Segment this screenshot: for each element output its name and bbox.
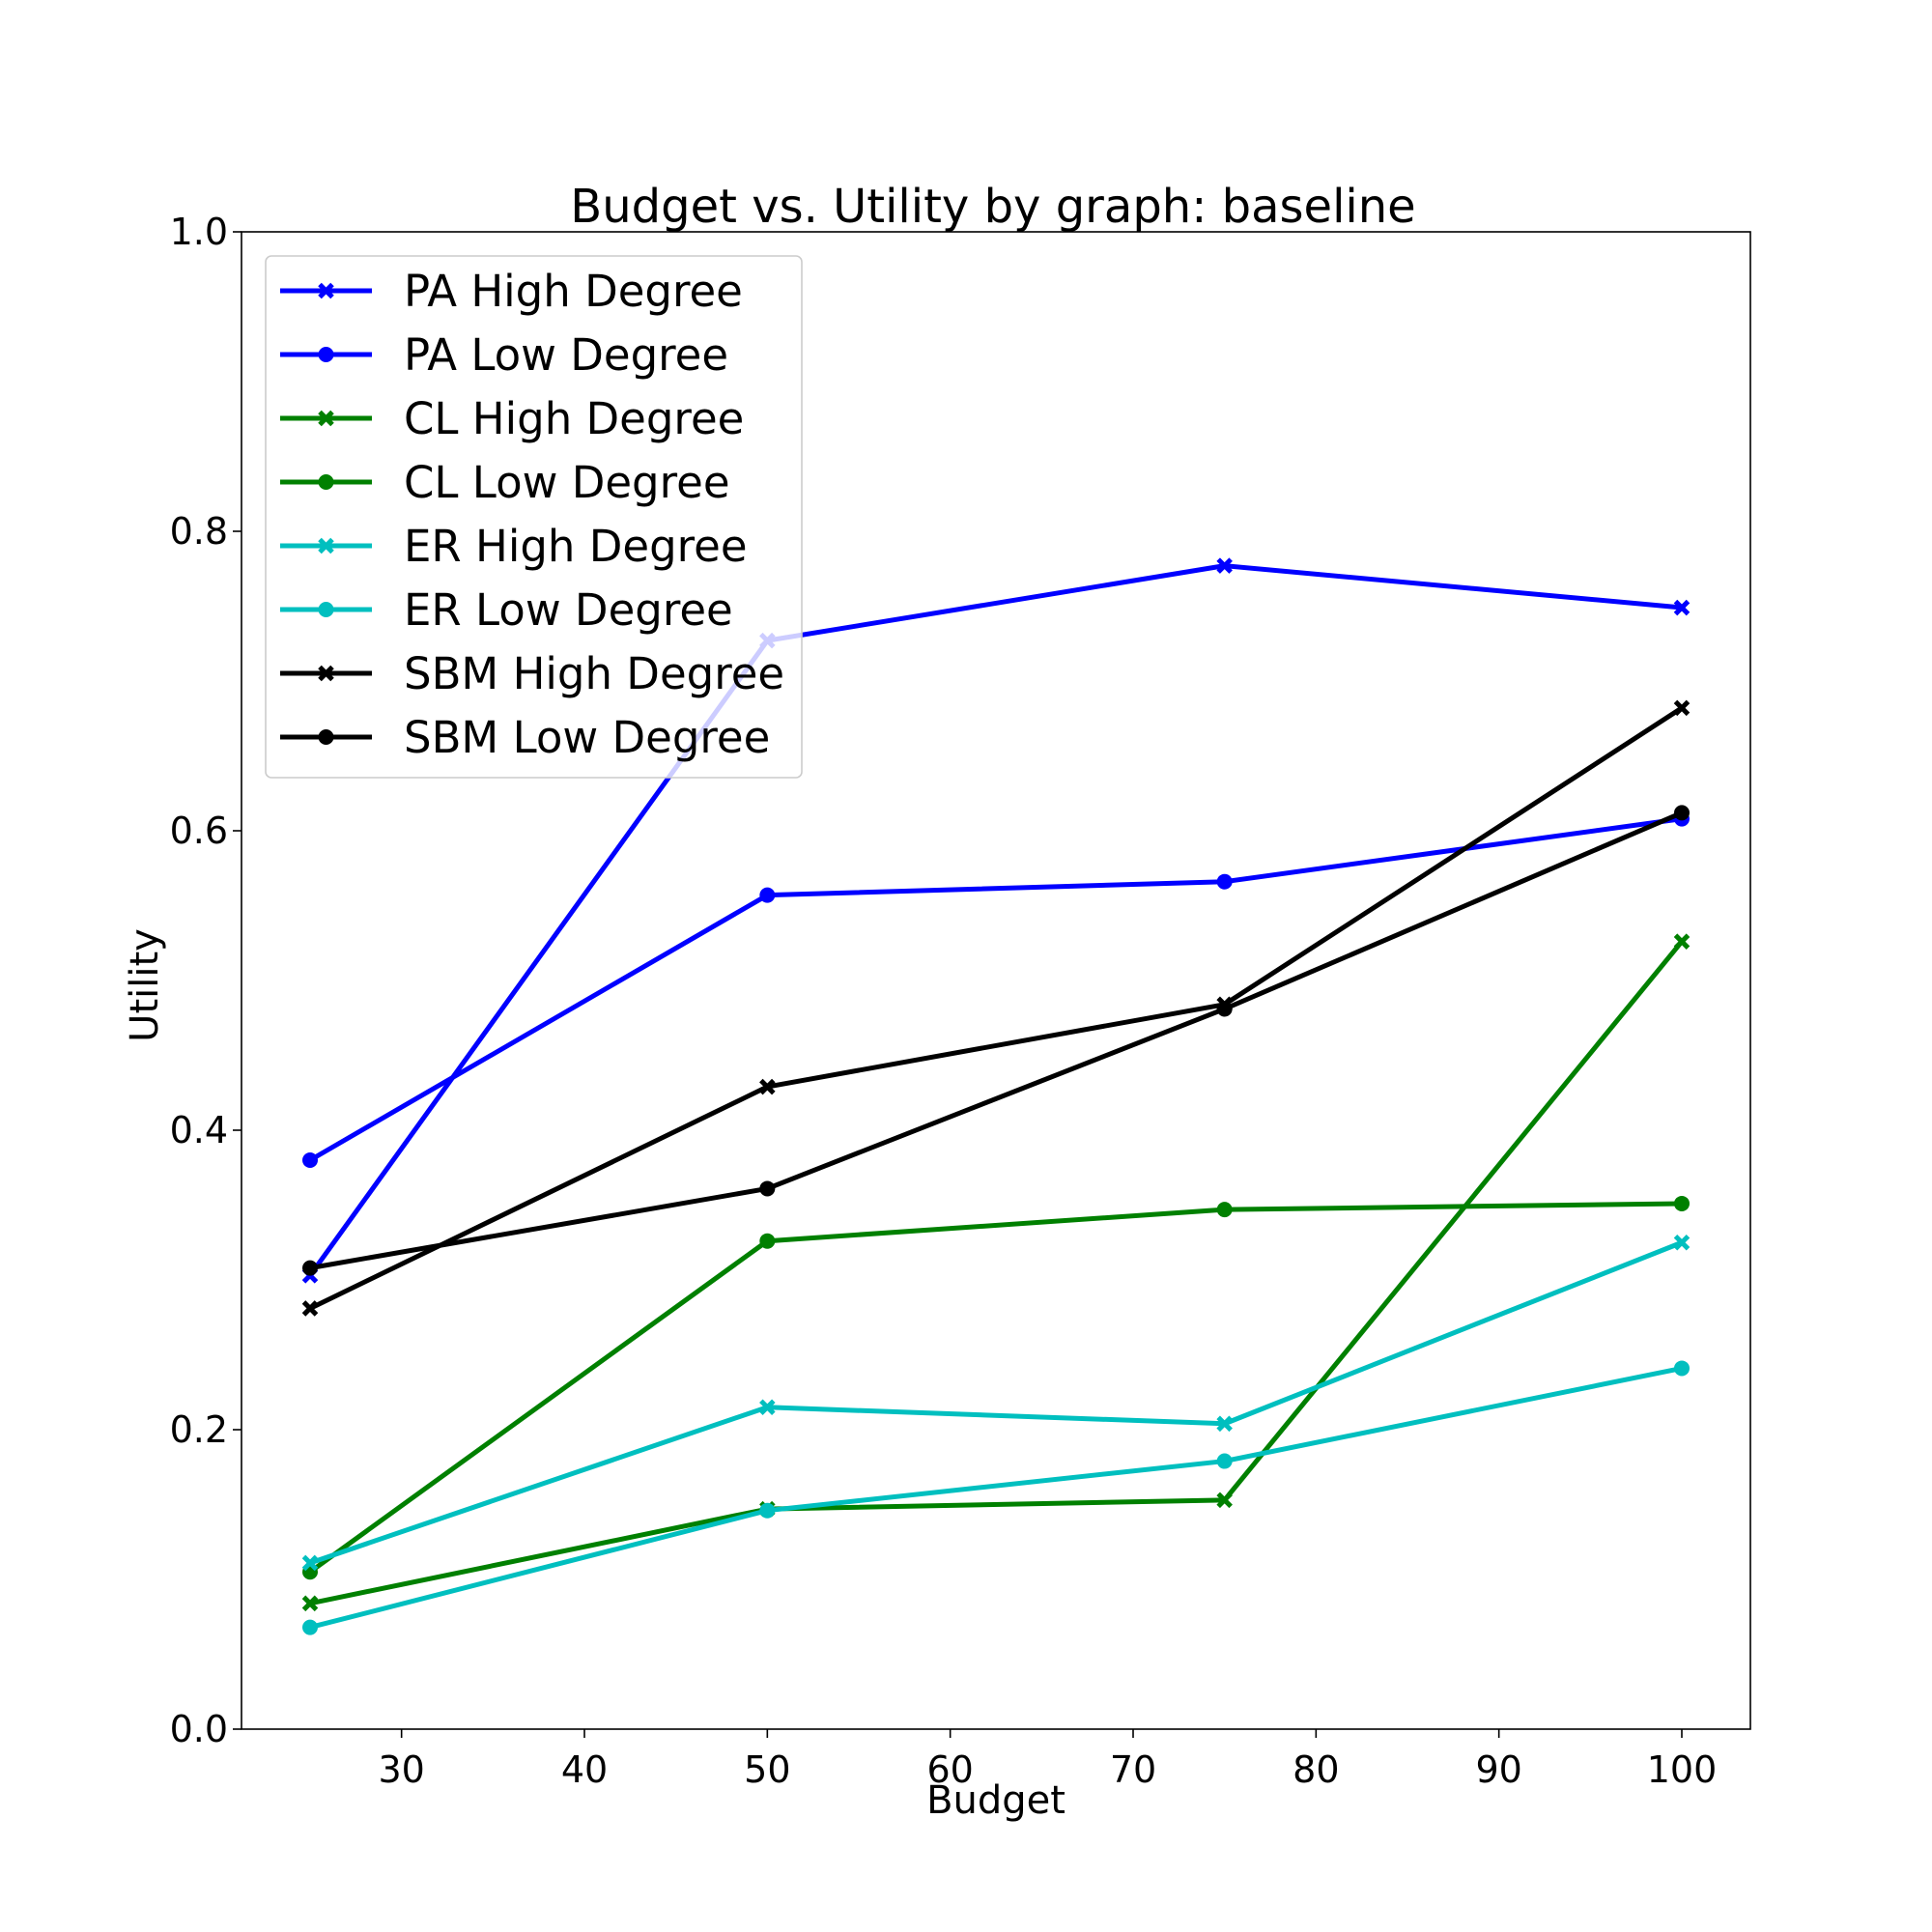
series-layer [301,557,1690,1635]
series-line-pa-high-degree [307,563,1683,1277]
series-line-er-low-degree [309,1365,1683,1631]
data-point-er-high-degree-100 [1673,1234,1690,1251]
data-point-sbm-low-degree-25 [302,1260,318,1276]
legend-label-pa-low-degree: PA Low Degree [404,329,728,381]
data-point-sbm-high-degree-50 [759,1078,776,1095]
x-tick-label-100: 100 [1647,1748,1718,1791]
data-point-cl-low-degree-50 [759,1233,776,1249]
legend-box [265,255,803,779]
series-line-cl-high-degree [309,940,1684,1606]
plot-frame [241,231,1751,1730]
y-axis: 0.0 0.2 0.4 0.6 0.8 1.0 [170,211,242,1750]
legend-marker-cl-low-degree [318,474,334,490]
data-point-er-low-degree-75 [1216,1453,1233,1469]
legend-label-cl-low-degree: CL Low Degree [404,457,730,508]
x-tick-label-40: 40 [561,1748,608,1791]
data-point-er-low-degree-25 [302,1619,318,1635]
legend-item-pa-high-degree: PA High Degree [280,266,743,317]
legend-label-sbm-high-degree: SBM High Degree [404,648,784,699]
data-point-cl-low-degree-100 [1674,1195,1690,1211]
legend-marker-er-high-degree [318,537,334,554]
legend-item-sbm-high-degree: SBM High Degree [280,648,784,699]
data-point-er-high-degree-75 [1216,1415,1233,1433]
x-axis: 30 40 50 60 70 80 90 100 [378,1729,1717,1791]
y-tick-label-3: 0.6 [170,810,228,852]
data-point-sbm-low-degree-50 [759,1180,776,1197]
legend-label-er-high-degree: ER High Degree [404,521,748,572]
series-er-low-degree [302,1360,1690,1635]
data-point-er-low-degree-50 [759,1502,776,1519]
legend-item-cl-high-degree: CL High Degree [280,393,744,444]
data-point-er-low-degree-100 [1674,1360,1690,1377]
y-tick-label-1: 0.2 [170,1408,228,1451]
legend-marker-er-low-degree [318,602,334,617]
x-tick-label-70: 70 [1110,1748,1156,1791]
data-point-cl-high-degree-75 [1216,1492,1233,1509]
legend-item-er-high-degree: ER High Degree [280,521,748,572]
legend-item-sbm-low-degree: SBM Low Degree [280,712,770,763]
chart-title: Budget vs. Utility by graph: baseline [570,180,1415,234]
data-point-cl-low-degree-75 [1216,1202,1233,1218]
series-line-cl-low-degree [308,1201,1683,1575]
data-point-sbm-low-degree-100 [1674,805,1690,821]
x-tick-label-80: 80 [1293,1748,1339,1791]
x-tick-label-60: 60 [926,1748,973,1791]
y-tick-label-5: 1.0 [170,211,228,253]
legend-marker-pa-high-degree [318,282,334,299]
legend-label-cl-high-degree: CL High Degree [404,393,744,444]
data-point-pa-low-degree-75 [1216,873,1233,890]
legend-marker-pa-low-degree [318,347,334,362]
series-line-pa-low-degree [308,816,1683,1163]
data-point-sbm-low-degree-75 [1216,1001,1233,1017]
series-sbm-low-degree [302,805,1690,1276]
data-point-sbm-high-degree-100 [1673,699,1690,717]
legend-item-cl-low-degree: CL Low Degree [280,457,730,508]
y-axis-label: Utility [123,928,167,1042]
legend-item-pa-low-degree: PA Low Degree [280,329,728,381]
y-tick-label-4: 0.8 [170,510,228,553]
legend: PA High Degree PA Low Degree CL High Degre… [265,255,803,779]
x-tick-label-30: 30 [378,1748,424,1791]
data-point-pa-low-degree-50 [759,887,776,903]
legend-label-pa-high-degree: PA High Degree [404,266,743,317]
data-point-pa-low-degree-25 [302,1152,318,1168]
y-tick-label-2: 0.4 [170,1109,228,1151]
x-tick-label-50: 50 [744,1748,790,1791]
data-point-pa-high-degree-100 [1673,599,1690,616]
legend-marker-sbm-high-degree [318,665,334,682]
data-point-er-high-degree-25 [301,1554,319,1572]
legend-label-sbm-low-degree: SBM Low Degree [404,712,770,763]
y-tick-label-0: 0.0 [170,1708,228,1750]
data-point-pa-high-degree-75 [1216,557,1233,574]
series-line-sbm-high-degree [308,705,1684,1311]
legend-marker-sbm-low-degree [318,729,334,745]
x-axis-label: Budget [926,1778,1065,1823]
data-point-cl-high-degree-100 [1673,933,1690,950]
series-er-high-degree [301,1234,1690,1572]
data-point-sbm-high-degree-25 [301,1300,319,1317]
data-point-er-high-degree-50 [759,1399,776,1416]
legend-marker-cl-high-degree [318,410,334,427]
data-point-cl-high-degree-25 [301,1595,319,1612]
x-tick-label-90: 90 [1475,1748,1521,1791]
legend-item-er-low-degree: ER Low Degree [280,584,733,636]
series-line-er-high-degree [309,1239,1683,1566]
legend-label-er-low-degree: ER Low Degree [404,584,733,636]
series-line-sbm-low-degree [309,810,1683,1271]
